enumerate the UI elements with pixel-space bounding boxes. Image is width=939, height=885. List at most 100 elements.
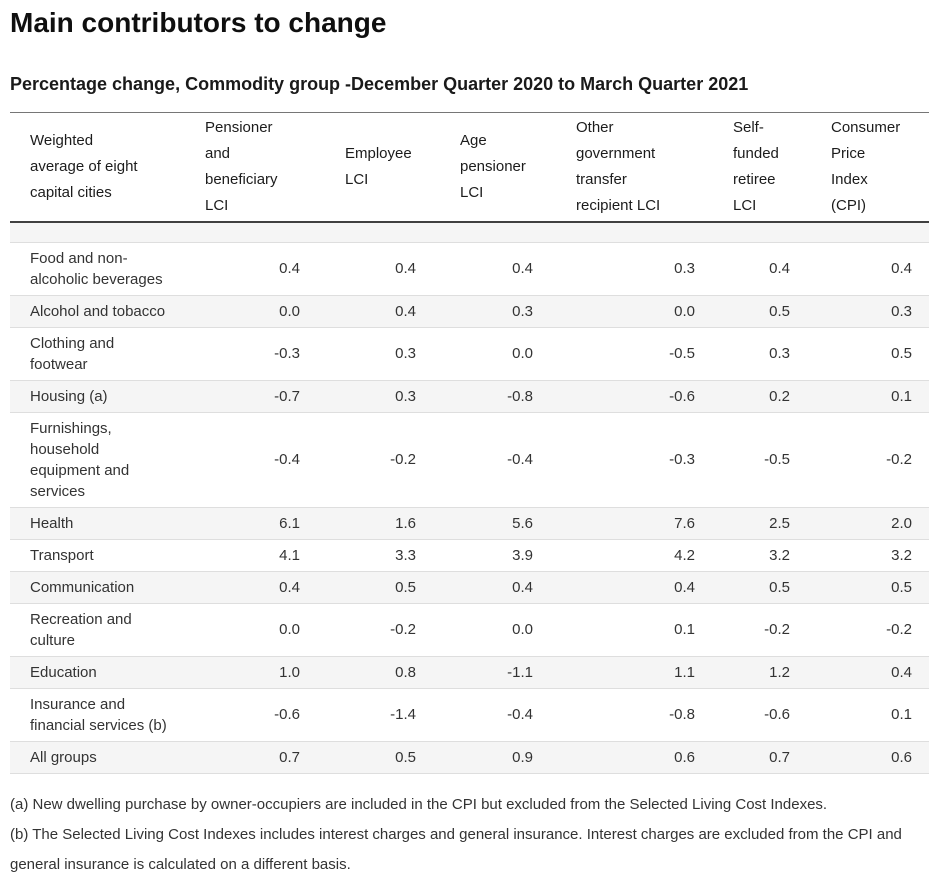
cell-value — [543, 222, 705, 243]
cell-value: -0.2 — [310, 603, 426, 657]
cell-value: 1.1 — [543, 656, 705, 689]
cell-value: -0.6 — [705, 688, 800, 742]
row-label: Transport — [10, 539, 195, 572]
cell-value: 0.0 — [195, 295, 310, 328]
cell-value — [195, 222, 310, 243]
table-row: Alcohol and tobacco 0.0 0.4 0.3 0.0 0.5 0.3 — [10, 295, 929, 328]
cell-value: 0.4 — [800, 242, 929, 296]
cell-value: 3.3 — [310, 539, 426, 572]
page: Main contributors to change Percentage c… — [0, 6, 939, 880]
cell-value — [800, 222, 929, 243]
cell-value: -0.2 — [310, 412, 426, 508]
cell-value: 0.4 — [195, 242, 310, 296]
cell-value: -0.6 — [195, 688, 310, 742]
cell-value: 0.1 — [800, 688, 929, 742]
cell-value: 2.0 — [800, 507, 929, 540]
column-header: Consumer Price Index (CPI) — [800, 112, 929, 223]
data-table: Weighted average of eight capital cities… — [10, 112, 929, 774]
cell-value: 0.3 — [426, 295, 543, 328]
table-header: Weighted average of eight capital cities… — [10, 112, 929, 223]
column-header: Other government transfer recipient LCI — [543, 112, 705, 223]
cell-value: 3.2 — [800, 539, 929, 572]
cell-value: -0.2 — [800, 412, 929, 508]
cell-value: -0.5 — [543, 327, 705, 381]
cell-value: 0.0 — [426, 327, 543, 381]
cell-value: 0.0 — [543, 295, 705, 328]
row-label: Health — [10, 507, 195, 540]
cell-value: -0.3 — [543, 412, 705, 508]
table-row: Housing (a) -0.7 0.3 -0.8 -0.6 0.2 0.1 — [10, 380, 929, 413]
cell-value: 0.4 — [195, 571, 310, 604]
cell-value: 0.3 — [310, 327, 426, 381]
cell-value: -0.3 — [195, 327, 310, 381]
cell-value — [310, 222, 426, 243]
cell-value: 0.1 — [543, 603, 705, 657]
row-label: All groups — [10, 741, 195, 774]
cell-value: 0.4 — [543, 571, 705, 604]
cell-value: 0.3 — [310, 380, 426, 413]
cell-value: 1.6 — [310, 507, 426, 540]
cell-value: -0.4 — [426, 412, 543, 508]
cell-value: 0.5 — [310, 571, 426, 604]
page-title: Main contributors to change — [10, 7, 387, 38]
cell-value: -1.1 — [426, 656, 543, 689]
table-row: Health 6.1 1.6 5.6 7.6 2.5 2.0 — [10, 507, 929, 540]
row-label: Education — [10, 656, 195, 689]
cell-value: 0.4 — [426, 571, 543, 604]
cell-value: 0.5 — [310, 741, 426, 774]
cell-value: 2.5 — [705, 507, 800, 540]
table-subtitle: Percentage change, Commodity group -Dece… — [10, 74, 749, 94]
cell-value: 5.6 — [426, 507, 543, 540]
cell-value: 0.2 — [705, 380, 800, 413]
table-row: Furnishings, household equipment and ser… — [10, 412, 929, 508]
cell-value: -0.5 — [705, 412, 800, 508]
cell-value: 0.5 — [705, 571, 800, 604]
row-label: Recreation and culture — [10, 603, 195, 657]
cell-value: 0.7 — [705, 741, 800, 774]
row-label: Housing (a) — [10, 380, 195, 413]
cell-value: 0.3 — [543, 242, 705, 296]
cell-value: 3.9 — [426, 539, 543, 572]
column-header: Weighted average of eight capital cities — [10, 112, 195, 223]
cell-value: -0.2 — [705, 603, 800, 657]
cell-value: 6.1 — [195, 507, 310, 540]
column-header: Age pensioner LCI — [426, 112, 543, 223]
table-row: Communication 0.4 0.5 0.4 0.4 0.5 0.5 — [10, 571, 929, 604]
row-label: Clothing and footwear — [10, 327, 195, 381]
table-row — [10, 222, 929, 243]
table-row: Transport 4.1 3.3 3.9 4.2 3.2 3.2 — [10, 539, 929, 572]
cell-value: -0.7 — [195, 380, 310, 413]
table-row: Food and non- alcoholic beverages 0.4 0.4 0… — [10, 242, 929, 296]
cell-value: 4.1 — [195, 539, 310, 572]
column-header: Self- funded retiree LCI — [705, 112, 800, 223]
header-row: Weighted average of eight capital cities… — [10, 112, 929, 223]
cell-value: 0.4 — [426, 242, 543, 296]
table-row: Education 1.0 0.8 -1.1 1.1 1.2 0.4 — [10, 656, 929, 689]
cell-value: 0.5 — [800, 327, 929, 381]
cell-value: 0.4 — [800, 656, 929, 689]
row-label: Furnishings, household equipment and ser… — [10, 412, 195, 508]
cell-value: -0.8 — [426, 380, 543, 413]
cell-value: 0.0 — [195, 603, 310, 657]
cell-value: -0.6 — [543, 380, 705, 413]
table-row: Insurance and financial services (b) -0.6… — [10, 688, 929, 742]
cell-value — [426, 222, 543, 243]
row-label — [10, 222, 195, 243]
cell-value: 0.6 — [800, 741, 929, 774]
cell-value: 0.4 — [310, 295, 426, 328]
cell-value: -0.2 — [800, 603, 929, 657]
cell-value: 0.9 — [426, 741, 543, 774]
footnotes: (a) New dwelling purchase by owner-occup… — [10, 790, 929, 880]
table-body: Food and non- alcoholic beverages 0.4 0.4 0… — [10, 222, 929, 774]
cell-value: 0.1 — [800, 380, 929, 413]
column-header: Pensioner and beneficiary LCI — [195, 112, 310, 223]
cell-value: 7.6 — [543, 507, 705, 540]
cell-value: 1.0 — [195, 656, 310, 689]
cell-value: 3.2 — [705, 539, 800, 572]
cell-value: 0.0 — [426, 603, 543, 657]
table-row: Recreation and culture 0.0 -0.2 0.0 0.1 -0.2-… — [10, 603, 929, 657]
cell-value: 0.4 — [310, 242, 426, 296]
cell-value: 0.8 — [310, 656, 426, 689]
row-label: Food and non- alcoholic beverages — [10, 242, 195, 296]
cell-value: -0.4 — [426, 688, 543, 742]
